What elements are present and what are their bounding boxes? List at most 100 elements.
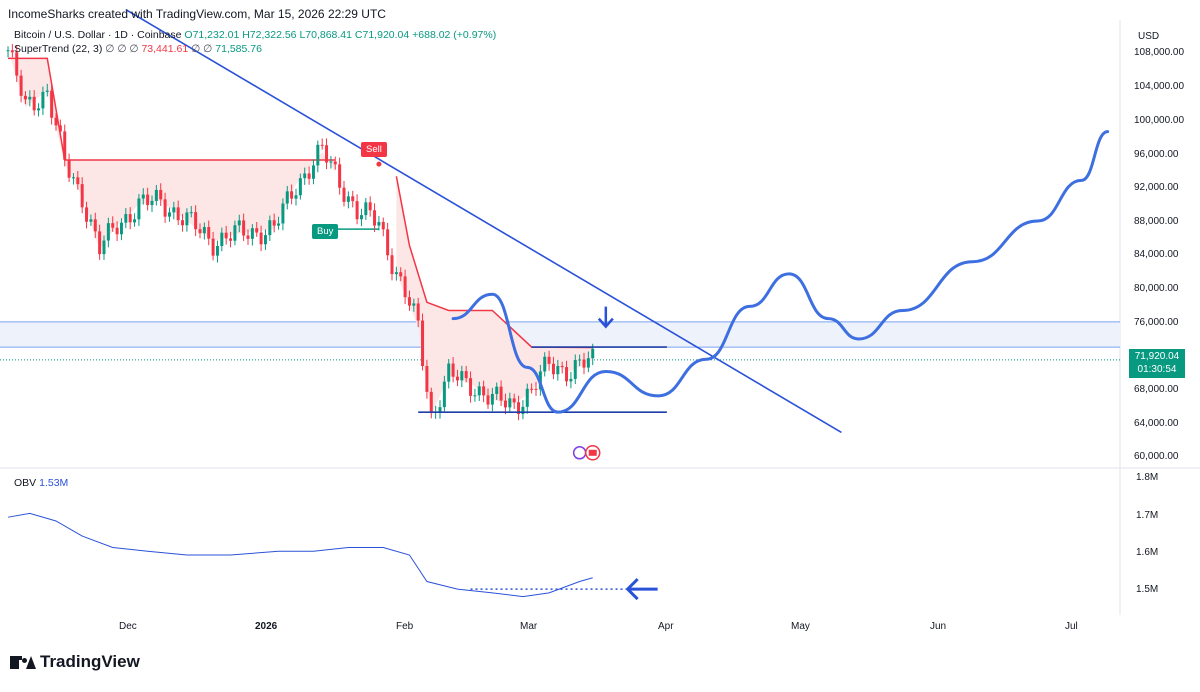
- candle-body: [211, 238, 215, 256]
- candle-body: [390, 255, 394, 275]
- obv-axis-label: 1.5M: [1136, 584, 1159, 595]
- candle-body: [19, 75, 23, 96]
- price-axis-label: 60,000.00: [1134, 451, 1179, 462]
- candle-body: [534, 388, 538, 390]
- candle-body: [530, 388, 534, 390]
- candle-body: [67, 159, 71, 178]
- currency-label[interactable]: USD: [1138, 31, 1160, 42]
- last-price-value: 71,920.04: [1134, 351, 1180, 362]
- candle-body: [386, 229, 390, 256]
- candle-body: [455, 376, 459, 381]
- candle-body: [508, 398, 512, 408]
- candle-body: [543, 356, 547, 372]
- candle-body: [586, 358, 590, 368]
- candle-body: [521, 406, 525, 415]
- candle-body: [263, 235, 267, 245]
- candle-body: [32, 96, 36, 111]
- candle-body: [495, 386, 499, 394]
- ohlc-legend: Bitcoin / U.S. Dollar · 1D · Coinbase O7…: [14, 29, 496, 41]
- candle-body: [298, 178, 302, 196]
- candle-body: [250, 228, 254, 239]
- candle-body: [259, 232, 263, 245]
- candle-body: [547, 356, 551, 364]
- candle-body: [438, 407, 442, 412]
- supertrend-fill-red: [8, 50, 336, 250]
- candle-body: [320, 144, 324, 146]
- candle-body: [338, 164, 342, 188]
- resistance-zone: [0, 321, 1120, 348]
- candle-body: [45, 90, 49, 92]
- candle-body: [194, 212, 198, 230]
- candle-body: [58, 125, 62, 132]
- candle-body: [111, 223, 115, 228]
- candle-body: [154, 189, 158, 201]
- candle-body: [63, 131, 67, 160]
- candle-body: [429, 391, 433, 413]
- bar-countdown: 01:30:54: [1137, 364, 1177, 375]
- candle-body: [189, 212, 193, 214]
- candle-body: [403, 276, 407, 298]
- obv-line: [7, 512, 593, 598]
- candle-body: [281, 203, 285, 224]
- price-axis-label: 92,000.00: [1134, 182, 1179, 193]
- candle-body: [115, 227, 119, 235]
- supertrend-legend[interactable]: SuperTrend (22, 3) ∅ ∅ ∅ 73,441.61 ∅ ∅ 7…: [14, 43, 262, 55]
- time-axis-label: Feb: [396, 621, 414, 632]
- candle-body: [482, 386, 486, 396]
- price-axis-label: 64,000.00: [1134, 418, 1179, 429]
- price-axis-label: 76,000.00: [1134, 317, 1179, 328]
- obv-legend[interactable]: OBV 1.53M: [14, 477, 68, 489]
- candle-body: [15, 52, 19, 76]
- candle-body: [303, 173, 307, 179]
- supertrend-green-value: 71,585.76: [215, 43, 262, 55]
- candle-body: [373, 210, 377, 226]
- candle-body: [172, 207, 176, 213]
- candle-body: [159, 189, 163, 200]
- candle-body: [442, 381, 446, 408]
- projection-path: [451, 130, 1110, 414]
- tradingview-logo[interactable]: TradingView: [10, 652, 140, 672]
- candle-body: [224, 232, 228, 239]
- price-axis-label: 80,000.00: [1134, 283, 1179, 294]
- candle-body: [85, 207, 89, 222]
- candle-body: [551, 363, 555, 375]
- candle-body: [163, 199, 167, 217]
- sell-signal-label: Sell: [361, 142, 387, 157]
- time-axis-label: May: [791, 621, 810, 632]
- candle-body: [146, 194, 150, 206]
- candle-body: [167, 212, 171, 217]
- candle-body: [133, 219, 137, 223]
- candle-body: [294, 195, 298, 199]
- candle-body: [346, 196, 350, 202]
- candle-body: [486, 395, 490, 405]
- candle-body: [490, 393, 494, 405]
- symbol-name[interactable]: Bitcoin / U.S. Dollar · 1D · Coinbase: [14, 29, 182, 41]
- candle-body: [368, 202, 372, 211]
- low-value: L70,868.41: [299, 29, 352, 41]
- event-badge-icon: [572, 446, 587, 460]
- close-value: C71,920.04: [354, 29, 410, 41]
- attribution-text: IncomeSharks created with TradingView.co…: [8, 7, 386, 21]
- candle-body: [407, 297, 411, 306]
- time-axis-label: 2026: [255, 621, 278, 632]
- candle-body: [307, 173, 311, 179]
- tradingview-wordmark: TradingView: [40, 652, 140, 671]
- candle-body: [98, 231, 102, 255]
- candle-body: [54, 117, 58, 126]
- candle-body: [582, 359, 586, 368]
- candle-body: [381, 221, 385, 230]
- candle-body: [425, 366, 429, 392]
- price-axis-label: 68,000.00: [1134, 384, 1179, 395]
- candle-body: [556, 366, 560, 375]
- time-axis-label: Jul: [1065, 621, 1078, 632]
- candle-body: [451, 363, 455, 377]
- candle-body: [237, 220, 241, 226]
- candle-body: [359, 215, 363, 220]
- last-price-tag: 71,920.04 01:30:54: [1129, 349, 1185, 378]
- candle-body: [229, 238, 233, 241]
- open-value: O71,232.01: [184, 29, 240, 41]
- tradingview-logo-icon: [10, 656, 36, 670]
- candle-body: [412, 303, 416, 306]
- candle-body: [569, 378, 573, 382]
